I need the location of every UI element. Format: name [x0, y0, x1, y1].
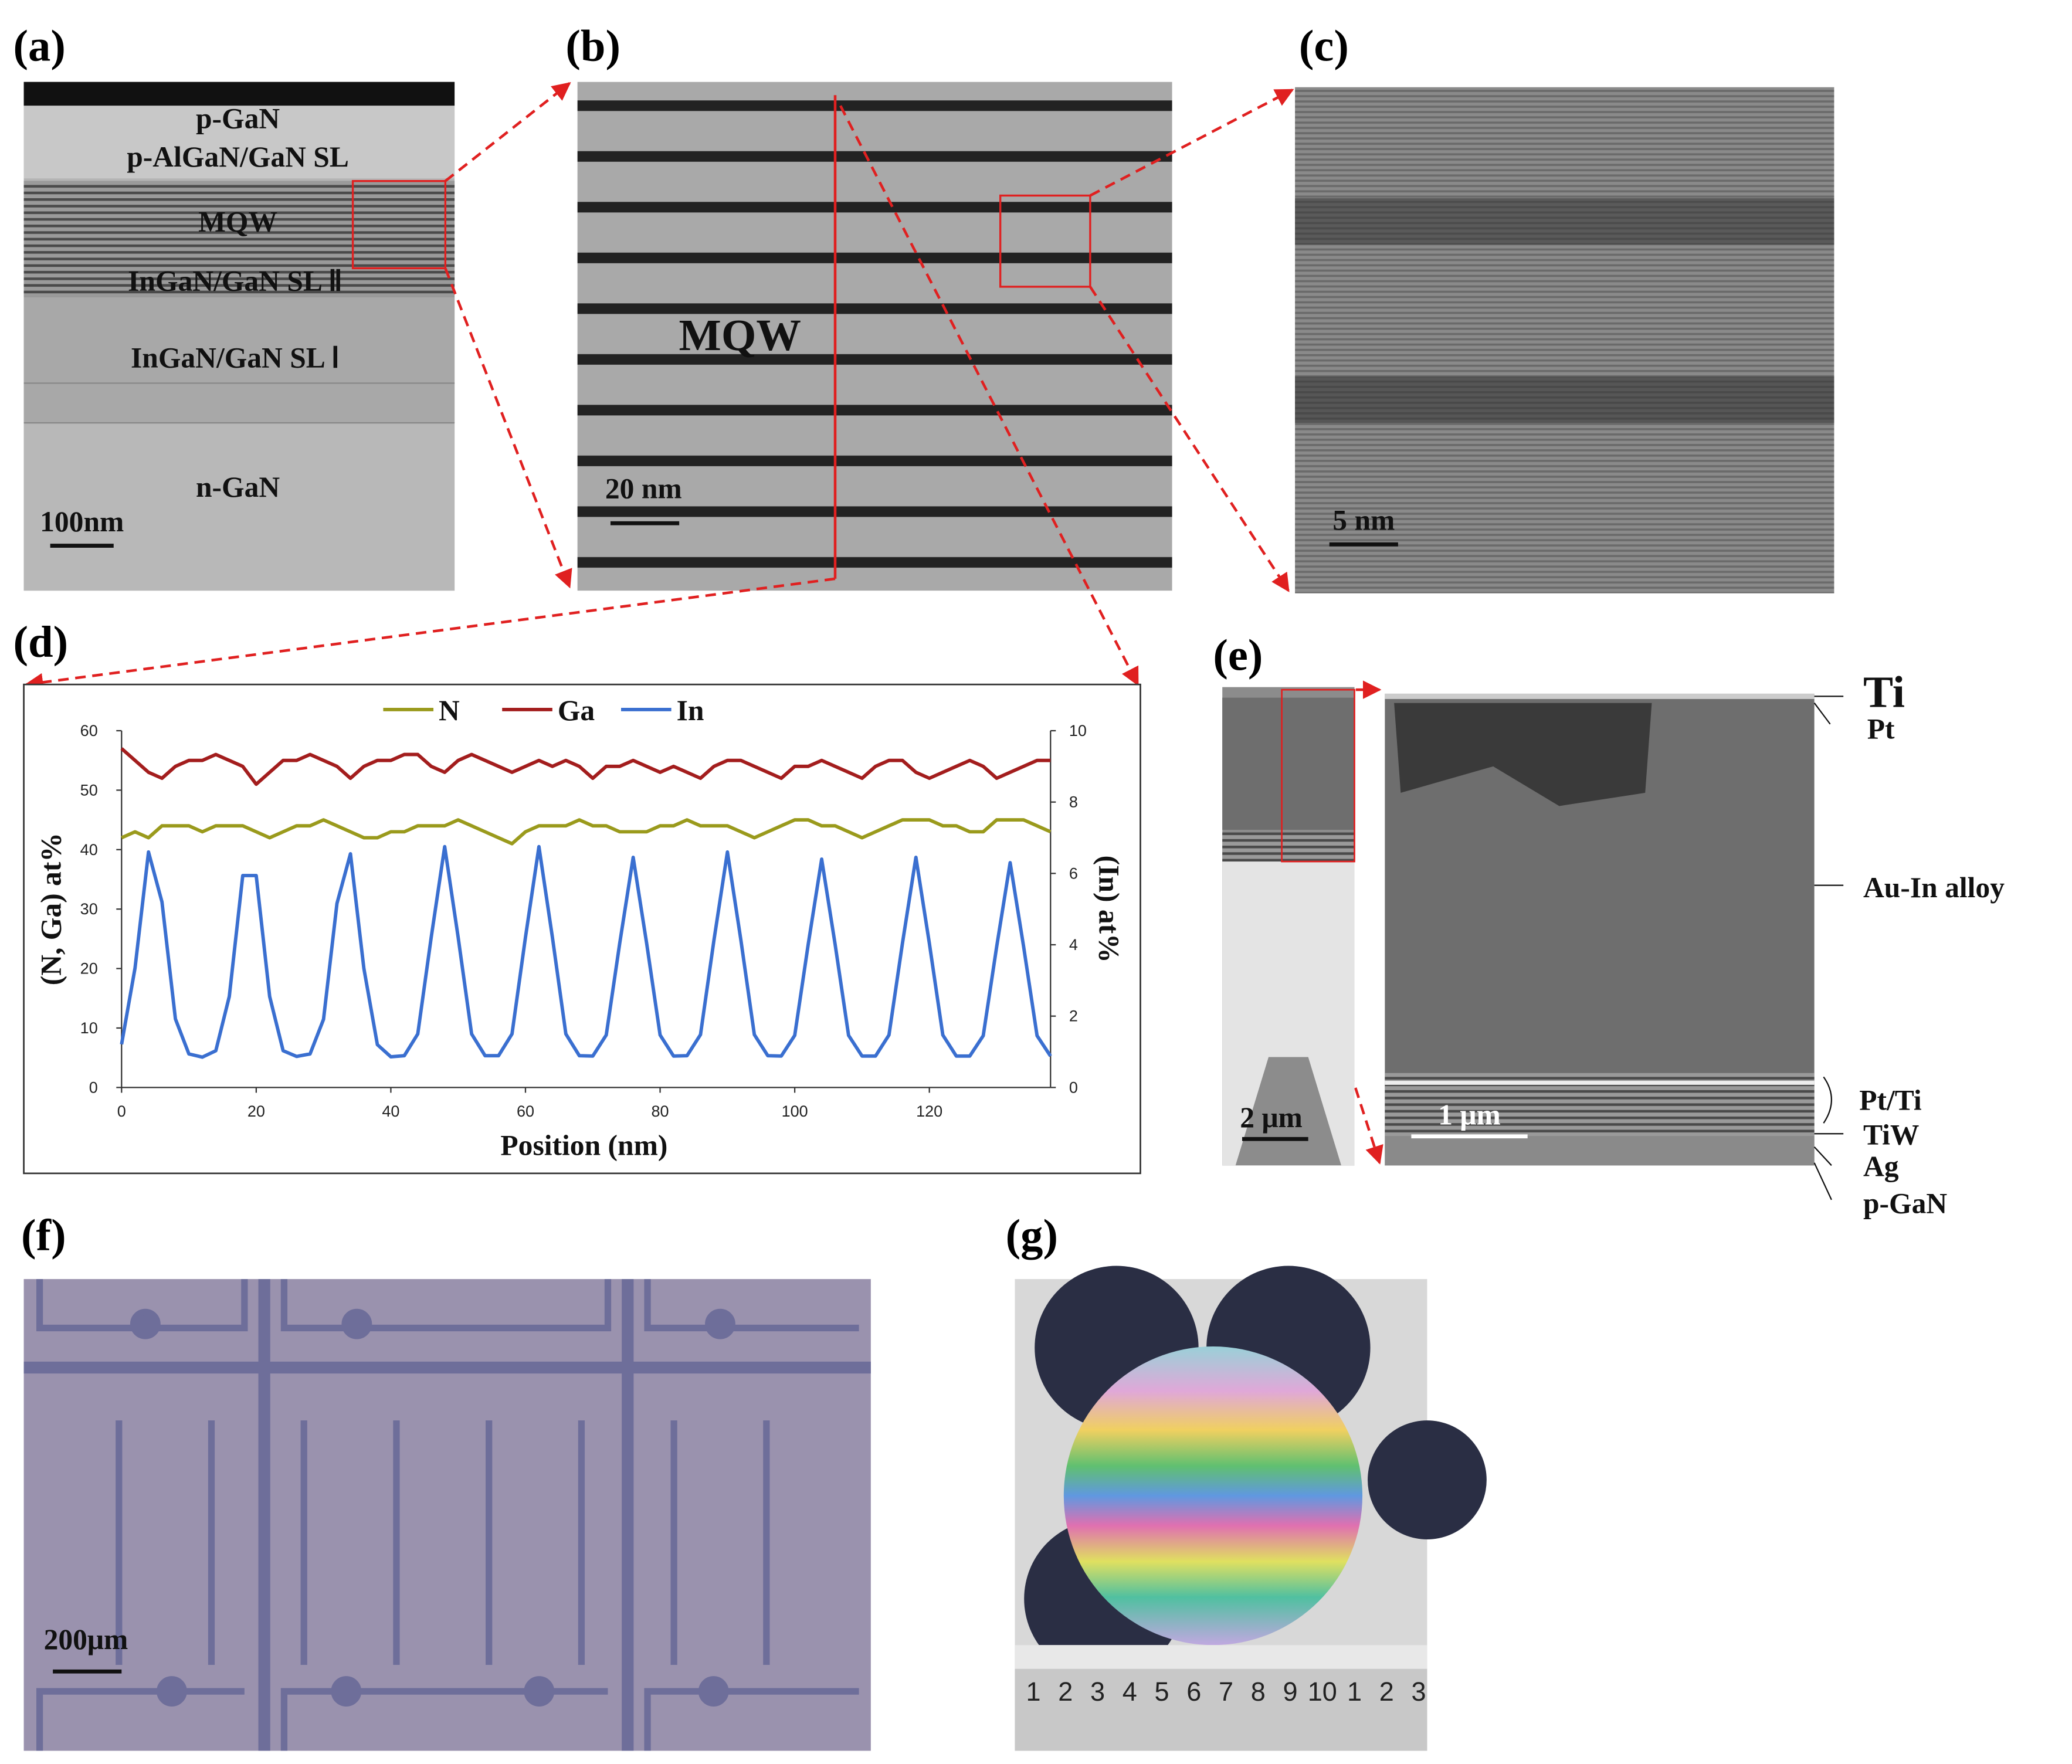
data-line [120, 747, 1051, 786]
image-b [577, 82, 1172, 591]
y-tick-label: 50 [80, 781, 98, 799]
layer-label: InGaN/GaN SL Ⅱ [128, 265, 342, 297]
y2-axis-title: (In) at% [1093, 856, 1125, 963]
y-axis-title: (N, Ga) at% [35, 833, 67, 985]
legend-label: N [439, 694, 460, 727]
ruler-label: 7 [1219, 1677, 1233, 1707]
y2-tick-label: 6 [1069, 864, 1078, 882]
scale-bar-label: 5 nm [1332, 504, 1395, 537]
panel-label: (d) [13, 617, 69, 667]
scale-bar-label: 20 nm [605, 472, 682, 504]
layer-label: Ag [1863, 1150, 1899, 1182]
y-tick-label: 10 [80, 1019, 98, 1037]
data-line [120, 844, 1052, 1059]
y2-tick-label: 4 [1069, 936, 1078, 954]
layer-label: InGaN/GaN SL Ⅰ [131, 341, 340, 374]
layer-label: MQW [198, 205, 277, 238]
x-tick-label: 100 [782, 1102, 808, 1120]
y-tick-label: 20 [80, 960, 98, 978]
ruler-label: 2 [1379, 1677, 1394, 1707]
layer-label: Pt/Ti [1859, 1084, 1922, 1117]
layer-label: n-GaN [196, 471, 280, 503]
y2-tick-label: 10 [1069, 722, 1087, 739]
y2-tick-label: 2 [1069, 1007, 1078, 1025]
ruler-label: 5 [1154, 1677, 1169, 1707]
x-tick-label: 60 [517, 1102, 534, 1120]
panel-label: (f) [21, 1210, 66, 1260]
layer-label: Pt [1867, 713, 1895, 745]
image-a [23, 82, 455, 591]
image-f [23, 1279, 871, 1751]
layer-label: p-GaN [1863, 1187, 1947, 1219]
x-tick-label: 120 [916, 1102, 942, 1120]
y2-tick-label: 0 [1069, 1078, 1078, 1096]
chart-frame [23, 683, 1141, 1175]
y-tick-label: 0 [89, 1078, 98, 1096]
y-tick-label: 40 [80, 841, 98, 859]
ruler-label: 3 [1090, 1677, 1105, 1707]
panel-label: (g) [1006, 1210, 1058, 1260]
ruler-label: 3 [1411, 1677, 1426, 1707]
scale-bar-label: 2 μm [1240, 1101, 1303, 1134]
y2-tick-label: 8 [1069, 793, 1078, 811]
image-g: 1 2 3 4 5 6 7 8 9 10 1 2 3 [1015, 1266, 1487, 1751]
zoom-arrows [24, 82, 1383, 1165]
x-tick-label: 20 [247, 1102, 265, 1120]
ruler-label: 1 [1347, 1677, 1362, 1707]
layer-label: TiW [1863, 1118, 1920, 1151]
x-tick-label: 80 [652, 1102, 669, 1120]
ruler-label: 10 [1308, 1677, 1337, 1707]
ruler-label: 1 [1026, 1677, 1040, 1707]
panel-label: (a) [13, 21, 66, 71]
legend-label: Ga [558, 694, 595, 727]
x-axis-title: Position (nm) [500, 1129, 667, 1161]
ruler-label: 9 [1283, 1677, 1297, 1707]
ruler-label: 6 [1186, 1677, 1201, 1707]
data-line [121, 818, 1052, 846]
layer-label: p-AlGaN/GaN SL [127, 141, 349, 173]
panel-label: (c) [1299, 21, 1349, 71]
legend-label: In [677, 694, 704, 727]
y-tick-label: 30 [80, 900, 98, 918]
x-tick-label: 40 [382, 1102, 399, 1120]
ruler-label: 2 [1058, 1677, 1073, 1707]
image-c [1295, 87, 1834, 593]
ruler-label: 4 [1123, 1677, 1137, 1707]
image-e [1222, 687, 1844, 1200]
layer-label: p-GaN [196, 103, 280, 135]
y-tick-label: 60 [80, 722, 98, 739]
panel-label: (e) [1213, 630, 1263, 680]
ruler-label: 8 [1251, 1677, 1266, 1707]
region-label: MQW [679, 310, 801, 360]
scale-bar-label: 200μm [44, 1623, 128, 1656]
x-tick-label: 0 [117, 1102, 126, 1120]
layer-label: Au-In alloy [1863, 871, 2005, 904]
scale-bar-label: 1 μm [1438, 1098, 1501, 1131]
layer-label: Ti [1863, 667, 1905, 717]
scale-bar-label: 100nm [40, 506, 124, 538]
panel-label: (b) [565, 21, 620, 71]
